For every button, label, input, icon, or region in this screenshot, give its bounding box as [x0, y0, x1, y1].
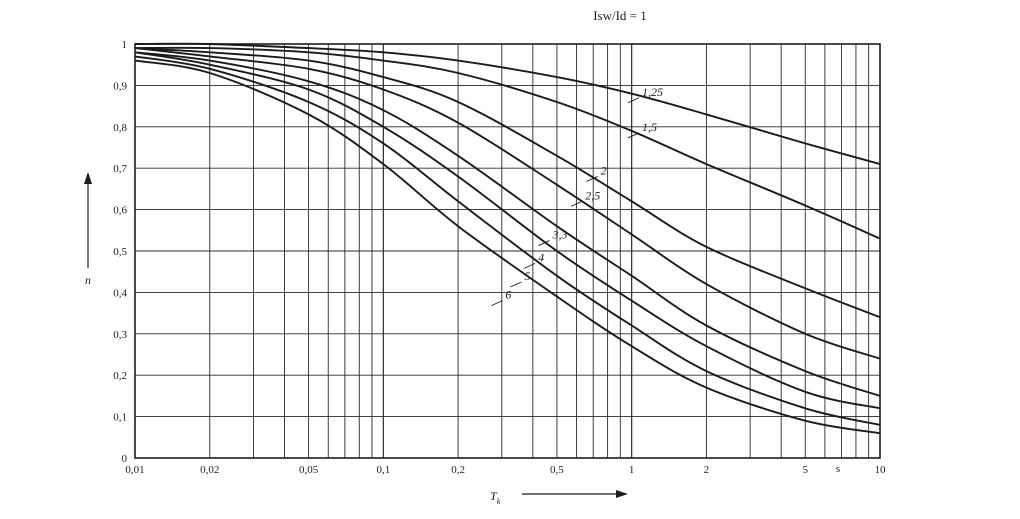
- curve-label-leader: [510, 281, 522, 288]
- curve-label-leader: [491, 300, 503, 307]
- curve-label-leader: [523, 262, 536, 269]
- curve-label-6: 4: [538, 250, 544, 264]
- x-tick-label: 1: [629, 464, 635, 476]
- curve-label-5: 3,3: [552, 228, 568, 242]
- x-axis-ticks: 0,01 0,02 0,05 0,1 0,2 0,5 1 2 5 10: [125, 464, 886, 476]
- x-unit-label: s: [836, 463, 840, 475]
- y-tick-label: 0,5: [113, 246, 127, 258]
- x-tick-label: 0,05: [299, 464, 319, 476]
- x-tick-label: 0,5: [550, 464, 564, 476]
- curve-label-leader: [571, 200, 583, 207]
- x-tick-label: 0,02: [200, 464, 219, 476]
- curve-1: [134, 42, 881, 166]
- y-tick-label: 0,4: [113, 287, 127, 299]
- x-tick-label: 2: [704, 464, 710, 476]
- y-tick-label: 0,3: [113, 329, 127, 341]
- x-axis-label-sub: k: [497, 497, 501, 506]
- x-tick-label: 5: [802, 464, 808, 476]
- curve-labels: 1,25 1,5 22,5 3,3 456: [491, 85, 663, 307]
- x-tick-label: 0,2: [451, 464, 465, 476]
- curve-4: [134, 47, 881, 360]
- y-axis-ticks: 0 0,1 0,2 0,3 0,4 0,5 0,6 0,7 0,8 0,9 1: [113, 39, 127, 465]
- y-tick-label: 0,7: [113, 163, 127, 175]
- curve-label-8: 6: [505, 288, 511, 302]
- curve-2: [134, 46, 881, 240]
- curve-label-leader: [586, 176, 598, 182]
- x-axis-arrow-head: [616, 490, 628, 498]
- curve-label-1: 1,25: [642, 85, 663, 99]
- curve-label-leader: [538, 240, 550, 246]
- plot-frame: [134, 43, 881, 459]
- x-tick-label: 0,1: [376, 464, 390, 476]
- y-tick-label: 0,6: [113, 205, 127, 217]
- x-tick-label: 0,01: [125, 464, 144, 476]
- curve-label-leader: [627, 97, 640, 104]
- curve-label-3: 2: [601, 163, 607, 177]
- y-axis-label: n: [85, 273, 91, 287]
- y-tick-label: 0: [122, 453, 128, 465]
- curve-label-2: 1,5: [642, 120, 657, 134]
- curve-6: [134, 51, 881, 410]
- curve-label-7: 5: [524, 269, 530, 283]
- y-tick-label: 0,9: [113, 80, 127, 92]
- curve-5: [134, 51, 881, 397]
- curve-label-4: 2,5: [585, 188, 600, 202]
- y-tick-label: 0,1: [113, 412, 127, 424]
- y-tick-label: 0,8: [113, 122, 127, 134]
- curve-label-leader: [627, 132, 640, 139]
- x-axis-label-main: T: [490, 489, 498, 503]
- curves: [134, 42, 881, 435]
- x-tick-label: 10: [875, 464, 887, 476]
- x-axis-label: Tk: [490, 489, 501, 506]
- y-tick-label: 0,2: [113, 370, 127, 382]
- curve-8: [134, 59, 881, 435]
- curve-3: [134, 47, 881, 319]
- y-tick-label: 1: [122, 39, 128, 51]
- curve-7: [134, 55, 881, 426]
- y-axis-arrow-head: [84, 172, 92, 184]
- chart-title: Isw/Id = 1: [593, 8, 647, 23]
